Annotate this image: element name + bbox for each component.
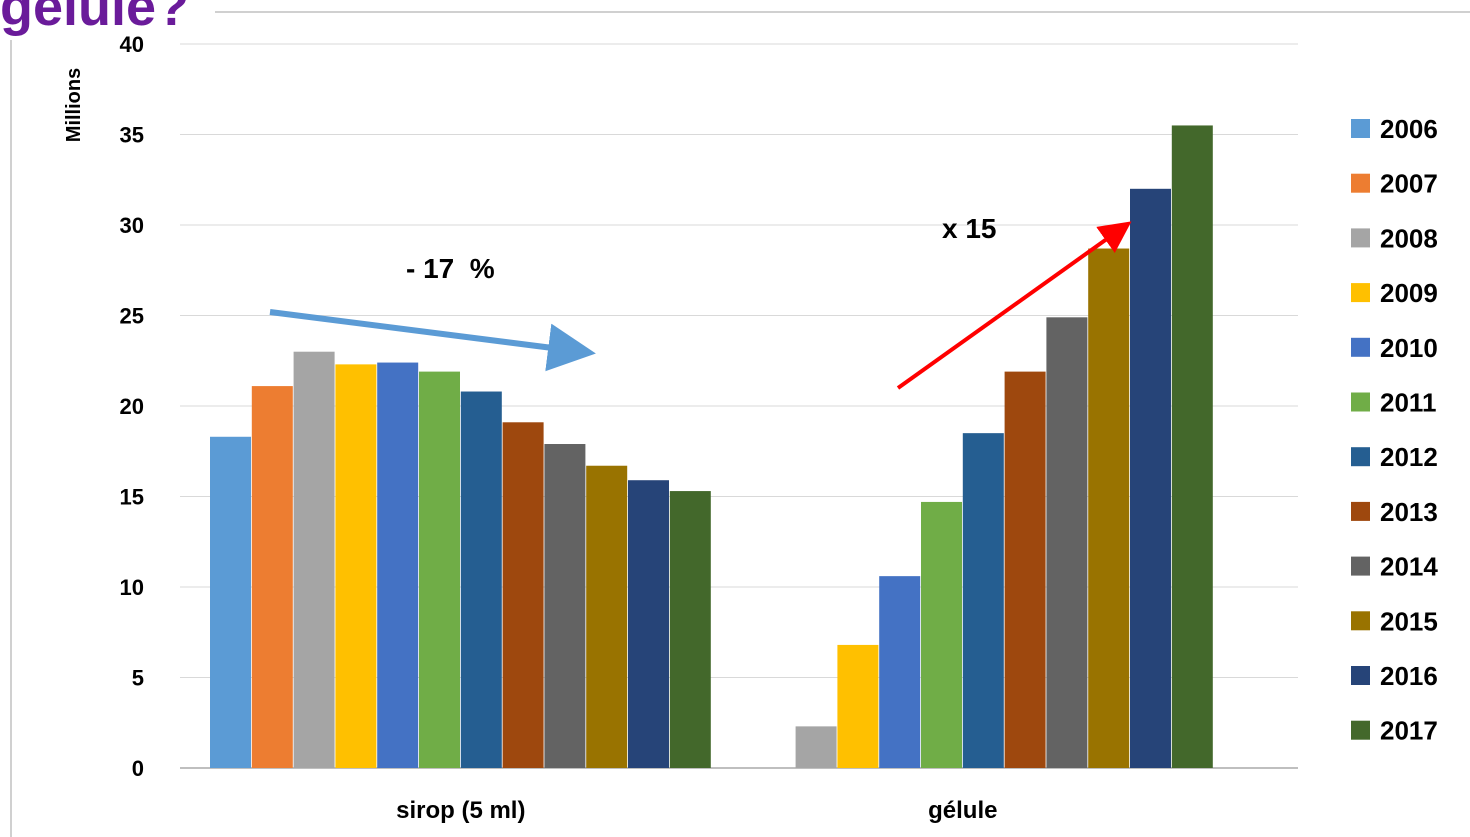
legend-swatch [1351, 447, 1370, 467]
legend-swatch [1351, 556, 1370, 576]
legend-label: 2013 [1380, 497, 1438, 527]
bar-2010-sirop [377, 362, 419, 768]
bar-2012-sirop [460, 391, 502, 768]
bar-2015-sirop [586, 465, 628, 768]
bar-2013-gelule [1004, 371, 1046, 768]
legend-swatch [1351, 720, 1370, 740]
legend-swatch [1351, 283, 1370, 303]
legend-label: 2016 [1380, 661, 1438, 691]
slide-frame-left [10, 40, 12, 837]
increase-annotation: x 15 [942, 213, 997, 244]
legend-swatch [1351, 501, 1370, 521]
legend-label: 2012 [1380, 442, 1438, 472]
x-category-label: gélule [928, 797, 997, 824]
bar-2011-sirop [419, 371, 460, 768]
legend-swatch [1351, 666, 1370, 685]
x-category-label: sirop (5 ml) [396, 797, 525, 824]
increase-arrow [896, 221, 1132, 390]
y-tick-label: 15 [120, 485, 144, 510]
legend-swatch [1351, 173, 1370, 193]
legend-label: 2006 [1380, 114, 1438, 144]
legend-label: 2009 [1380, 278, 1438, 308]
bar-2014-gelule [1046, 317, 1088, 768]
legend-label: 2008 [1380, 223, 1438, 253]
legend-label: 2010 [1380, 333, 1438, 363]
y-tick-label: 0 [132, 756, 144, 781]
bar-2016-sirop [628, 480, 669, 768]
decrease-annotation: - 17 % [406, 253, 495, 284]
y-tick-label: 10 [120, 575, 144, 600]
bar-2017-sirop [669, 491, 711, 768]
y-tick-label: 40 [120, 32, 144, 57]
bar-2014-sirop [544, 444, 586, 768]
legend-label: 2015 [1380, 606, 1438, 636]
bar-2006-sirop [210, 436, 251, 768]
y-tick-label: 30 [120, 213, 144, 238]
y-tick-label: 5 [132, 666, 144, 691]
bar-2011-gelule [921, 501, 962, 768]
legend-label: 2011 [1380, 388, 1436, 418]
bar-2017-gelule [1171, 125, 1213, 768]
bar-2015-gelule [1088, 248, 1130, 768]
y-tick-label: 35 [120, 123, 144, 148]
legend-label: 2007 [1380, 169, 1438, 199]
bar-2010-gelule [879, 576, 921, 768]
bar-2009-sirop [335, 364, 377, 768]
bar-2012-gelule [962, 433, 1004, 768]
bar-2016-gelule [1130, 188, 1171, 769]
bar-2008-gelule [795, 726, 837, 768]
legend-label: 2014 [1380, 552, 1438, 582]
y-tick-label: 25 [120, 304, 144, 329]
slide-frame-top [215, 11, 1470, 13]
y-tick-label: 20 [120, 394, 144, 419]
legend-swatch [1351, 119, 1370, 138]
bar-2009-gelule [837, 644, 879, 768]
bar-2008-sirop [293, 351, 335, 768]
y-axis-label: Millions [63, 68, 85, 142]
legend-swatch [1351, 337, 1370, 357]
bar-2007-sirop [251, 386, 293, 768]
legend-swatch [1351, 392, 1370, 412]
legend-swatch [1351, 228, 1370, 248]
decrease-arrow [269, 309, 596, 372]
bar-2013-sirop [502, 422, 544, 768]
slide-heading-fragment: gélule? [0, 0, 190, 37]
legend-label: 2017 [1380, 716, 1438, 746]
legend-swatch [1351, 611, 1370, 631]
